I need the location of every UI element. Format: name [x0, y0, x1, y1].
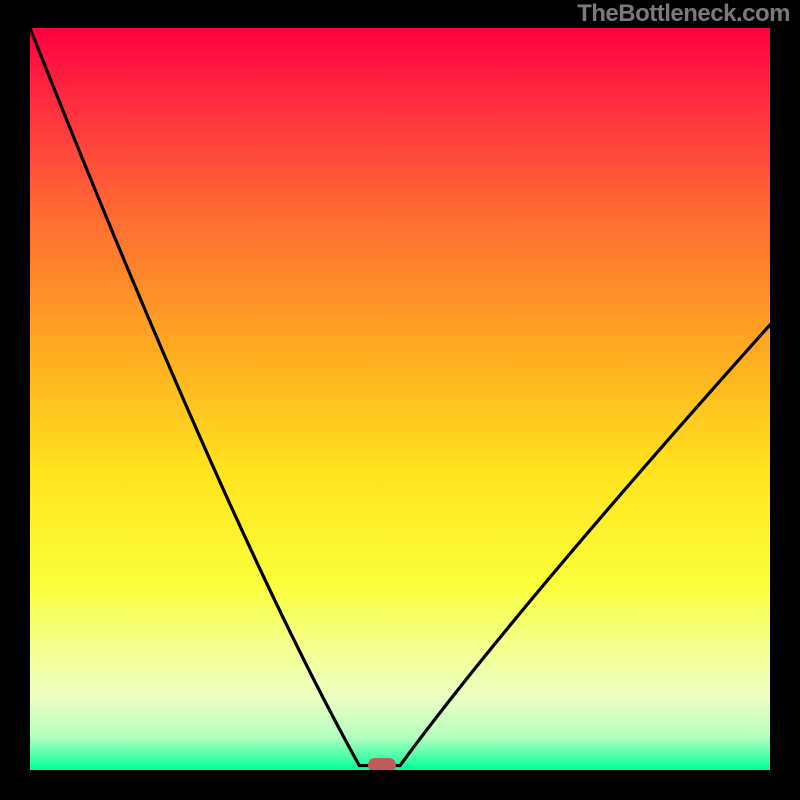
plot-area [30, 28, 770, 770]
bottleneck-curve [30, 28, 770, 766]
curve-layer [30, 28, 770, 770]
chart-container: TheBottleneck.com [0, 0, 800, 800]
watermark-text: TheBottleneck.com [577, 0, 790, 28]
optimum-marker [368, 758, 396, 770]
